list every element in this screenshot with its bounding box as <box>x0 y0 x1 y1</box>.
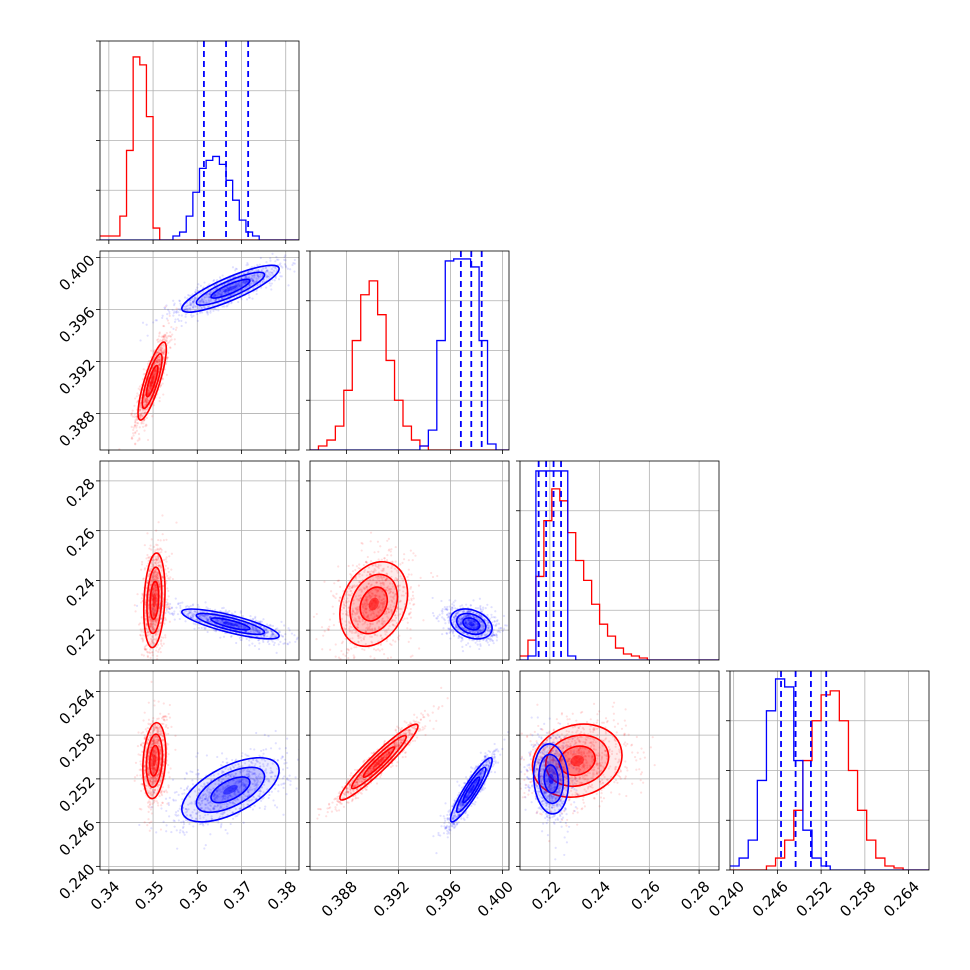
contour-blue <box>468 785 475 795</box>
histogram-blue-3 <box>730 678 929 870</box>
y-tick-label: 0.392 <box>55 355 98 398</box>
contour-blue <box>223 785 238 795</box>
x-tick-label: 0.37 <box>220 878 256 914</box>
x-tick-label: 0.36 <box>175 878 211 914</box>
x-tick-label: 0.34 <box>87 878 123 914</box>
y-tick-label: 0.26 <box>62 524 98 560</box>
histogram-red-1 <box>310 280 509 450</box>
contour-blue <box>548 773 554 785</box>
histogram-blue-2 <box>520 470 719 660</box>
axes-frame <box>309 460 510 661</box>
y-tick-label: 0.252 <box>55 773 98 816</box>
scatter-points-blue <box>138 729 299 850</box>
y-tick-label: 0.264 <box>55 685 98 728</box>
x-tick-label: 0.392 <box>370 878 413 921</box>
histogram-red-2 <box>520 488 719 660</box>
contour-blue <box>468 621 475 627</box>
contour-blue <box>223 285 238 293</box>
x-tick-label: 0.24 <box>578 878 614 914</box>
histogram-panel-2 <box>516 460 720 664</box>
x-tick-label: 0.388 <box>318 878 361 921</box>
scatter-panel-3-1 <box>306 670 510 874</box>
x-tick-label: 0.26 <box>627 878 663 914</box>
contour-red <box>152 593 156 608</box>
x-tick-label: 0.396 <box>422 878 465 921</box>
x-tick-label: 0.258 <box>836 878 879 921</box>
contour-red <box>150 375 155 387</box>
x-tick-label: 0.246 <box>749 878 792 921</box>
x-tick-label: 0.240 <box>705 878 748 921</box>
scatter-panel-1-0 <box>96 250 300 454</box>
histogram-red-3 <box>730 690 929 870</box>
axes-frame <box>99 670 300 871</box>
x-tick-label: 0.252 <box>793 878 836 921</box>
axes-frame <box>519 670 720 871</box>
y-tick-label: 0.258 <box>55 729 98 772</box>
y-tick-label: 0.24 <box>62 574 98 610</box>
y-tick-label: 0.22 <box>62 624 98 660</box>
scatter-panel-3-0 <box>96 670 300 874</box>
axes-frame <box>99 250 300 451</box>
histogram-blue-1 <box>310 258 509 450</box>
y-tick-label: 0.388 <box>55 407 98 450</box>
x-tick-label: 0.400 <box>474 878 517 921</box>
histogram-panel-0 <box>96 40 300 244</box>
scatter-panel-2-0 <box>96 460 300 664</box>
histogram-blue-0 <box>100 155 299 240</box>
x-tick-label: 0.35 <box>131 878 167 914</box>
axes-frame <box>99 460 300 661</box>
scatter-panel-3-2 <box>516 670 720 874</box>
y-tick-label: 0.396 <box>55 303 98 346</box>
x-tick-label: 0.22 <box>528 878 564 914</box>
y-tick-label: 0.28 <box>62 475 98 511</box>
y-tick-label: 0.246 <box>55 816 98 859</box>
axes-frame <box>309 670 510 871</box>
histogram-panel-3 <box>726 670 930 874</box>
y-tick-label: 0.400 <box>55 251 98 294</box>
x-tick-label: 0.38 <box>264 878 300 914</box>
contour-red <box>152 754 157 767</box>
contour-red <box>570 755 584 767</box>
x-tick-label: 0.264 <box>880 878 923 921</box>
contour-red <box>373 756 385 768</box>
scatter-panel-2-1 <box>306 460 510 664</box>
histogram-red-0 <box>100 56 299 240</box>
histogram-panel-1 <box>306 250 510 454</box>
contour-red <box>368 597 379 611</box>
contour-blue <box>223 621 238 627</box>
